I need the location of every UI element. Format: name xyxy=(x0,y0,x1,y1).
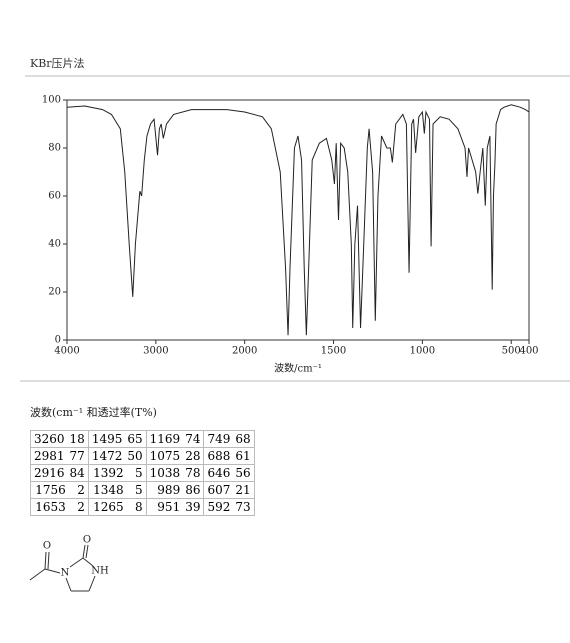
transmittance: 39 xyxy=(185,500,201,514)
table-cell: 989 86 xyxy=(145,481,205,499)
x-tick-label: 4000 xyxy=(54,346,79,357)
transmittance: 8 xyxy=(135,500,143,514)
wavenumber: 1265 xyxy=(93,500,124,514)
table-cell: 1038 78 xyxy=(145,464,205,482)
x-tick-label: 1500 xyxy=(321,346,346,357)
table-cell: 1075 28 xyxy=(145,447,205,465)
wavenumber: 1653 xyxy=(35,500,66,514)
x-tick-label: 1000 xyxy=(410,346,435,357)
spectrum-line xyxy=(66,104,530,336)
table-cell: 1472 50 xyxy=(87,447,147,465)
wavenumber: 1495 xyxy=(91,432,123,446)
y-tick-label: 20 xyxy=(48,287,61,298)
transmittance: 28 xyxy=(185,449,201,463)
table-row: 2981 77 1472 50 1075 28 688 61 xyxy=(30,447,255,465)
table-row: 3260 18 1495 65 1169 74 749 68 xyxy=(30,430,255,448)
table-cell: 1653 2 xyxy=(30,498,89,516)
wavenumber: 1169 xyxy=(149,432,181,446)
transmittance: 74 xyxy=(185,432,201,446)
y-tick-label: 0 xyxy=(55,335,61,346)
transmittance: 65 xyxy=(127,432,143,446)
atom-label: NH xyxy=(91,566,109,577)
peak-table: 3260 18 1495 65 1169 74 749 68 2981 77 1472 50 1075 2… xyxy=(30,430,255,516)
y-tick-label: 60 xyxy=(48,191,61,202)
wavenumber: 951 xyxy=(157,500,181,514)
wavenumber: 1038 xyxy=(149,466,181,480)
table-row: 2916 84 1392 5 1038 78 646 56 xyxy=(30,464,255,482)
table-cell: 646 56 xyxy=(203,464,255,482)
wavenumber: 3260 xyxy=(34,432,65,446)
x-tick-label: 500 xyxy=(502,346,521,357)
wavenumber: 1756 xyxy=(35,483,66,497)
wavenumber: 2981 xyxy=(34,449,65,463)
wavenumber: 2916 xyxy=(34,466,65,480)
transmittance: 77 xyxy=(69,449,85,463)
transmittance: 86 xyxy=(185,483,201,497)
x-axis-label: 波数/cm⁻¹ xyxy=(274,362,322,375)
wavenumber: 989 xyxy=(157,483,181,497)
table-cell: 592 73 xyxy=(203,498,255,516)
table-cell: 1392 5 xyxy=(87,464,147,482)
x-tick-label: 400 xyxy=(519,346,538,357)
table-cell: 749 68 xyxy=(203,430,255,448)
wavenumber: 607 xyxy=(207,483,231,497)
transmittance: 18 xyxy=(69,432,85,446)
wavenumber: 592 xyxy=(207,500,231,514)
structure: O N O NH xyxy=(29,535,109,592)
transmittance: 5 xyxy=(135,466,143,480)
wavenumber: 1075 xyxy=(149,449,181,463)
wavenumber: 1348 xyxy=(93,483,124,497)
table-row: 1653 2 1265 8 951 39 592 73 xyxy=(30,498,255,516)
header-title: KBr压片法 xyxy=(30,57,85,70)
chart: 波数/cm⁻¹ 0 20 40 60 80 100 4000 3000 2000 1500 1000… xyxy=(20,75,570,382)
wavenumber: 646 xyxy=(207,466,231,480)
table-cell: 1169 74 xyxy=(145,430,205,448)
wavenumber: 749 xyxy=(207,432,231,446)
transmittance: 73 xyxy=(235,500,251,514)
table-cell: 1265 8 xyxy=(87,498,147,516)
table-cell: 1348 5 xyxy=(87,481,147,499)
transmittance: 61 xyxy=(235,449,251,463)
table-cell: 951 39 xyxy=(145,498,205,516)
x-tick-label: 2000 xyxy=(232,346,257,357)
transmittance: 84 xyxy=(69,466,85,480)
atom-label: N xyxy=(61,568,70,579)
transmittance: 5 xyxy=(135,483,143,497)
table-cell: 2916 84 xyxy=(30,464,89,482)
table-cell: 1756 2 xyxy=(30,481,89,499)
transmittance: 50 xyxy=(127,449,143,463)
table-row: 1756 2 1348 5 989 86 607 21 xyxy=(30,481,255,499)
transmittance: 2 xyxy=(77,483,85,497)
wavenumber: 688 xyxy=(207,449,231,463)
y-tick-label: 100 xyxy=(42,95,61,106)
table-cell: 2981 77 xyxy=(30,447,89,465)
table-cell: 607 21 xyxy=(203,481,255,499)
atom-label: O xyxy=(43,541,51,552)
transmittance: 21 xyxy=(235,483,251,497)
transmittance: 68 xyxy=(235,432,251,446)
transmittance: 2 xyxy=(77,500,85,514)
table-cell: 1495 65 xyxy=(87,430,147,448)
atom-label: O xyxy=(83,535,91,546)
y-tick-label: 80 xyxy=(48,143,61,154)
plot-frame xyxy=(66,99,530,341)
table-cell: 3260 18 xyxy=(30,430,89,448)
x-tick-label: 3000 xyxy=(143,346,168,357)
table-cell: 688 61 xyxy=(203,447,255,465)
wavenumber: 1392 xyxy=(93,466,124,480)
y-tick-label: 40 xyxy=(48,239,61,250)
table-title: 波数(cm⁻¹ 和透过率(T%) xyxy=(30,406,157,419)
transmittance: 56 xyxy=(235,466,251,480)
transmittance: 78 xyxy=(185,466,201,480)
wavenumber: 1472 xyxy=(91,449,123,463)
